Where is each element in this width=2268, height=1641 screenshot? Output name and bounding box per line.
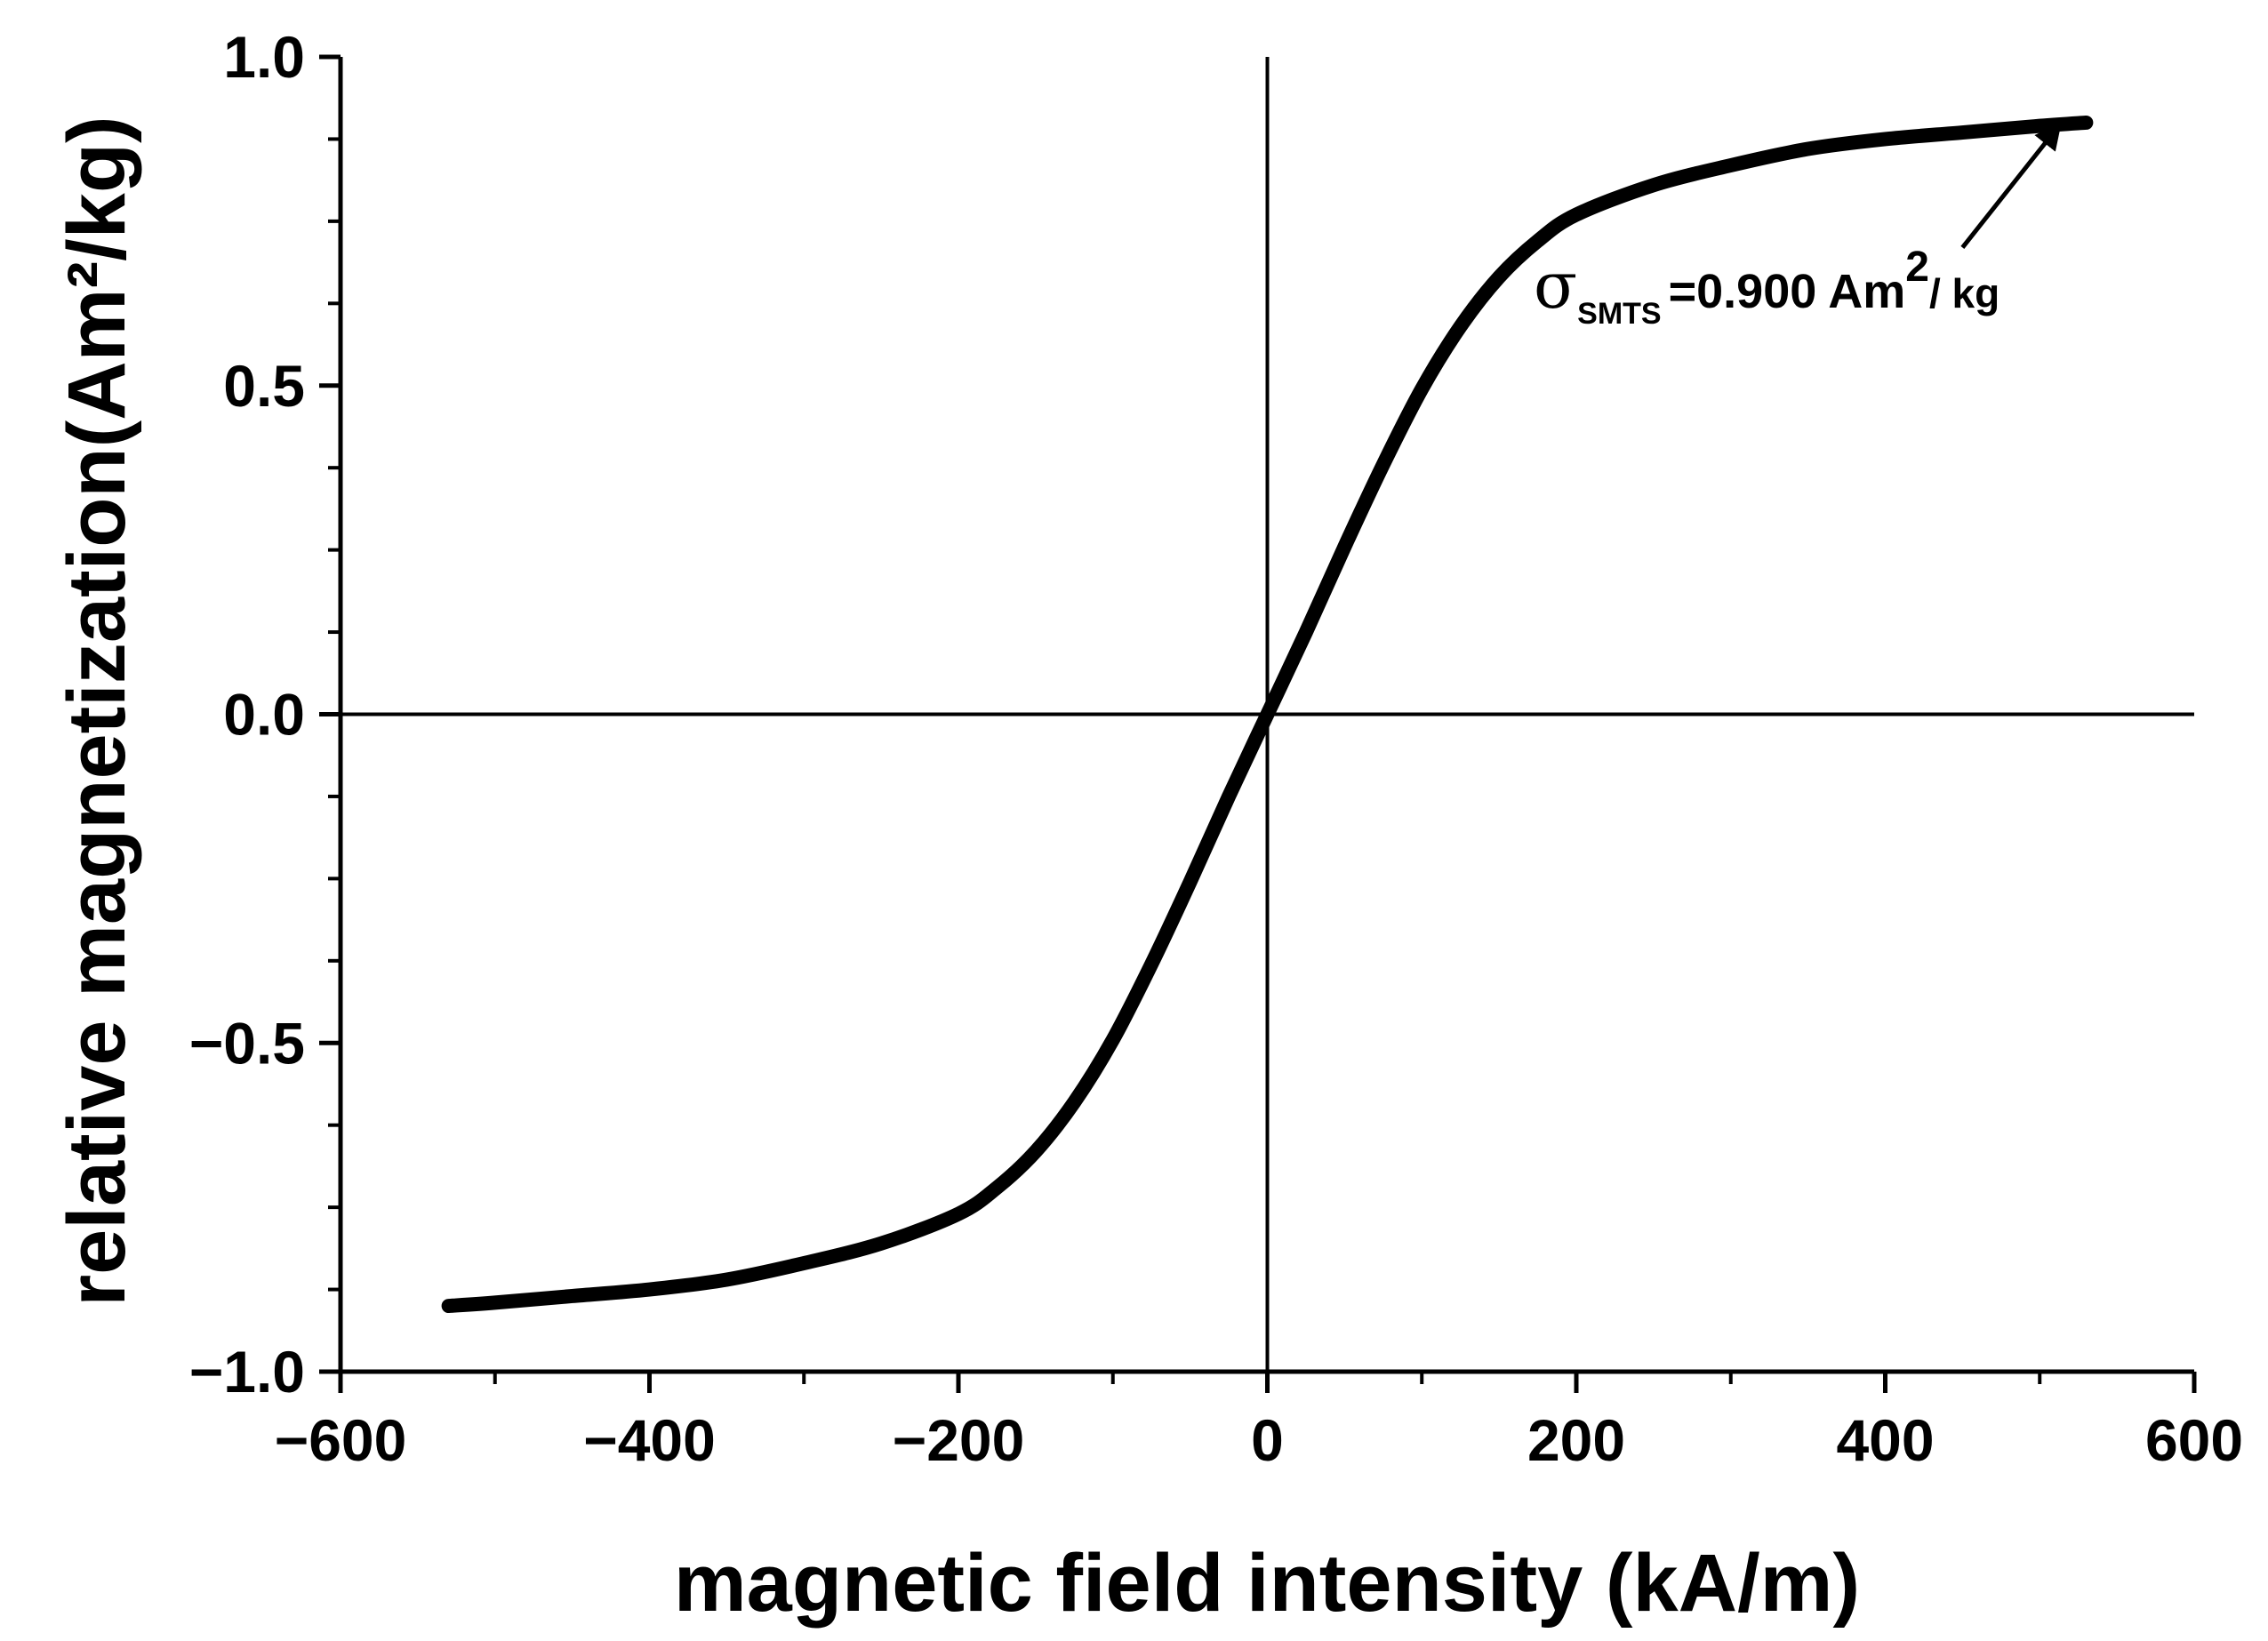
x-major-ticks (338, 1372, 2197, 1393)
y-tick-label: −0.5 (189, 1010, 305, 1076)
annotation-subscript: SMTS (1577, 297, 1661, 331)
y-tick-label: −1.0 (189, 1339, 305, 1405)
annotation-symbol: σ (1534, 248, 1577, 323)
y-major-ticks (319, 54, 341, 1374)
y-tick-label: 0.0 (223, 682, 305, 748)
annotation-arrow (1960, 122, 2062, 250)
y-tick-label: 0.5 (223, 353, 305, 419)
x-tick-label: 400 (1836, 1407, 1934, 1473)
y-axis-title: relative magnetization(Am²/kg) (52, 116, 142, 1306)
annotation-value: =0.900 Am (1669, 265, 1906, 318)
annotation-unit: / kg (1929, 270, 2000, 316)
x-tick-label: −200 (893, 1407, 1025, 1473)
x-tick-label: 600 (2145, 1407, 2243, 1473)
x-tick-label: 200 (1527, 1407, 1625, 1473)
x-tick-label: 0 (1251, 1407, 1284, 1473)
y-tick-label: 1.0 (223, 24, 305, 90)
x-tick-labels: −600 −400 −200 0 200 400 600 (275, 1407, 2243, 1473)
y-tick-labels: −1.0 −0.5 0.0 0.5 1.0 (189, 24, 305, 1405)
series-line (441, 115, 2094, 1314)
x-tick-label: −400 (583, 1407, 716, 1473)
x-tick-label: −600 (275, 1407, 407, 1473)
annotation-label: σSMTS =0.900 Am2/ kg (1534, 244, 2000, 331)
annotation-superscript: 2 (1905, 244, 1929, 291)
x-axis-title: magnetic field intensity (kA/m) (674, 1538, 1860, 1629)
